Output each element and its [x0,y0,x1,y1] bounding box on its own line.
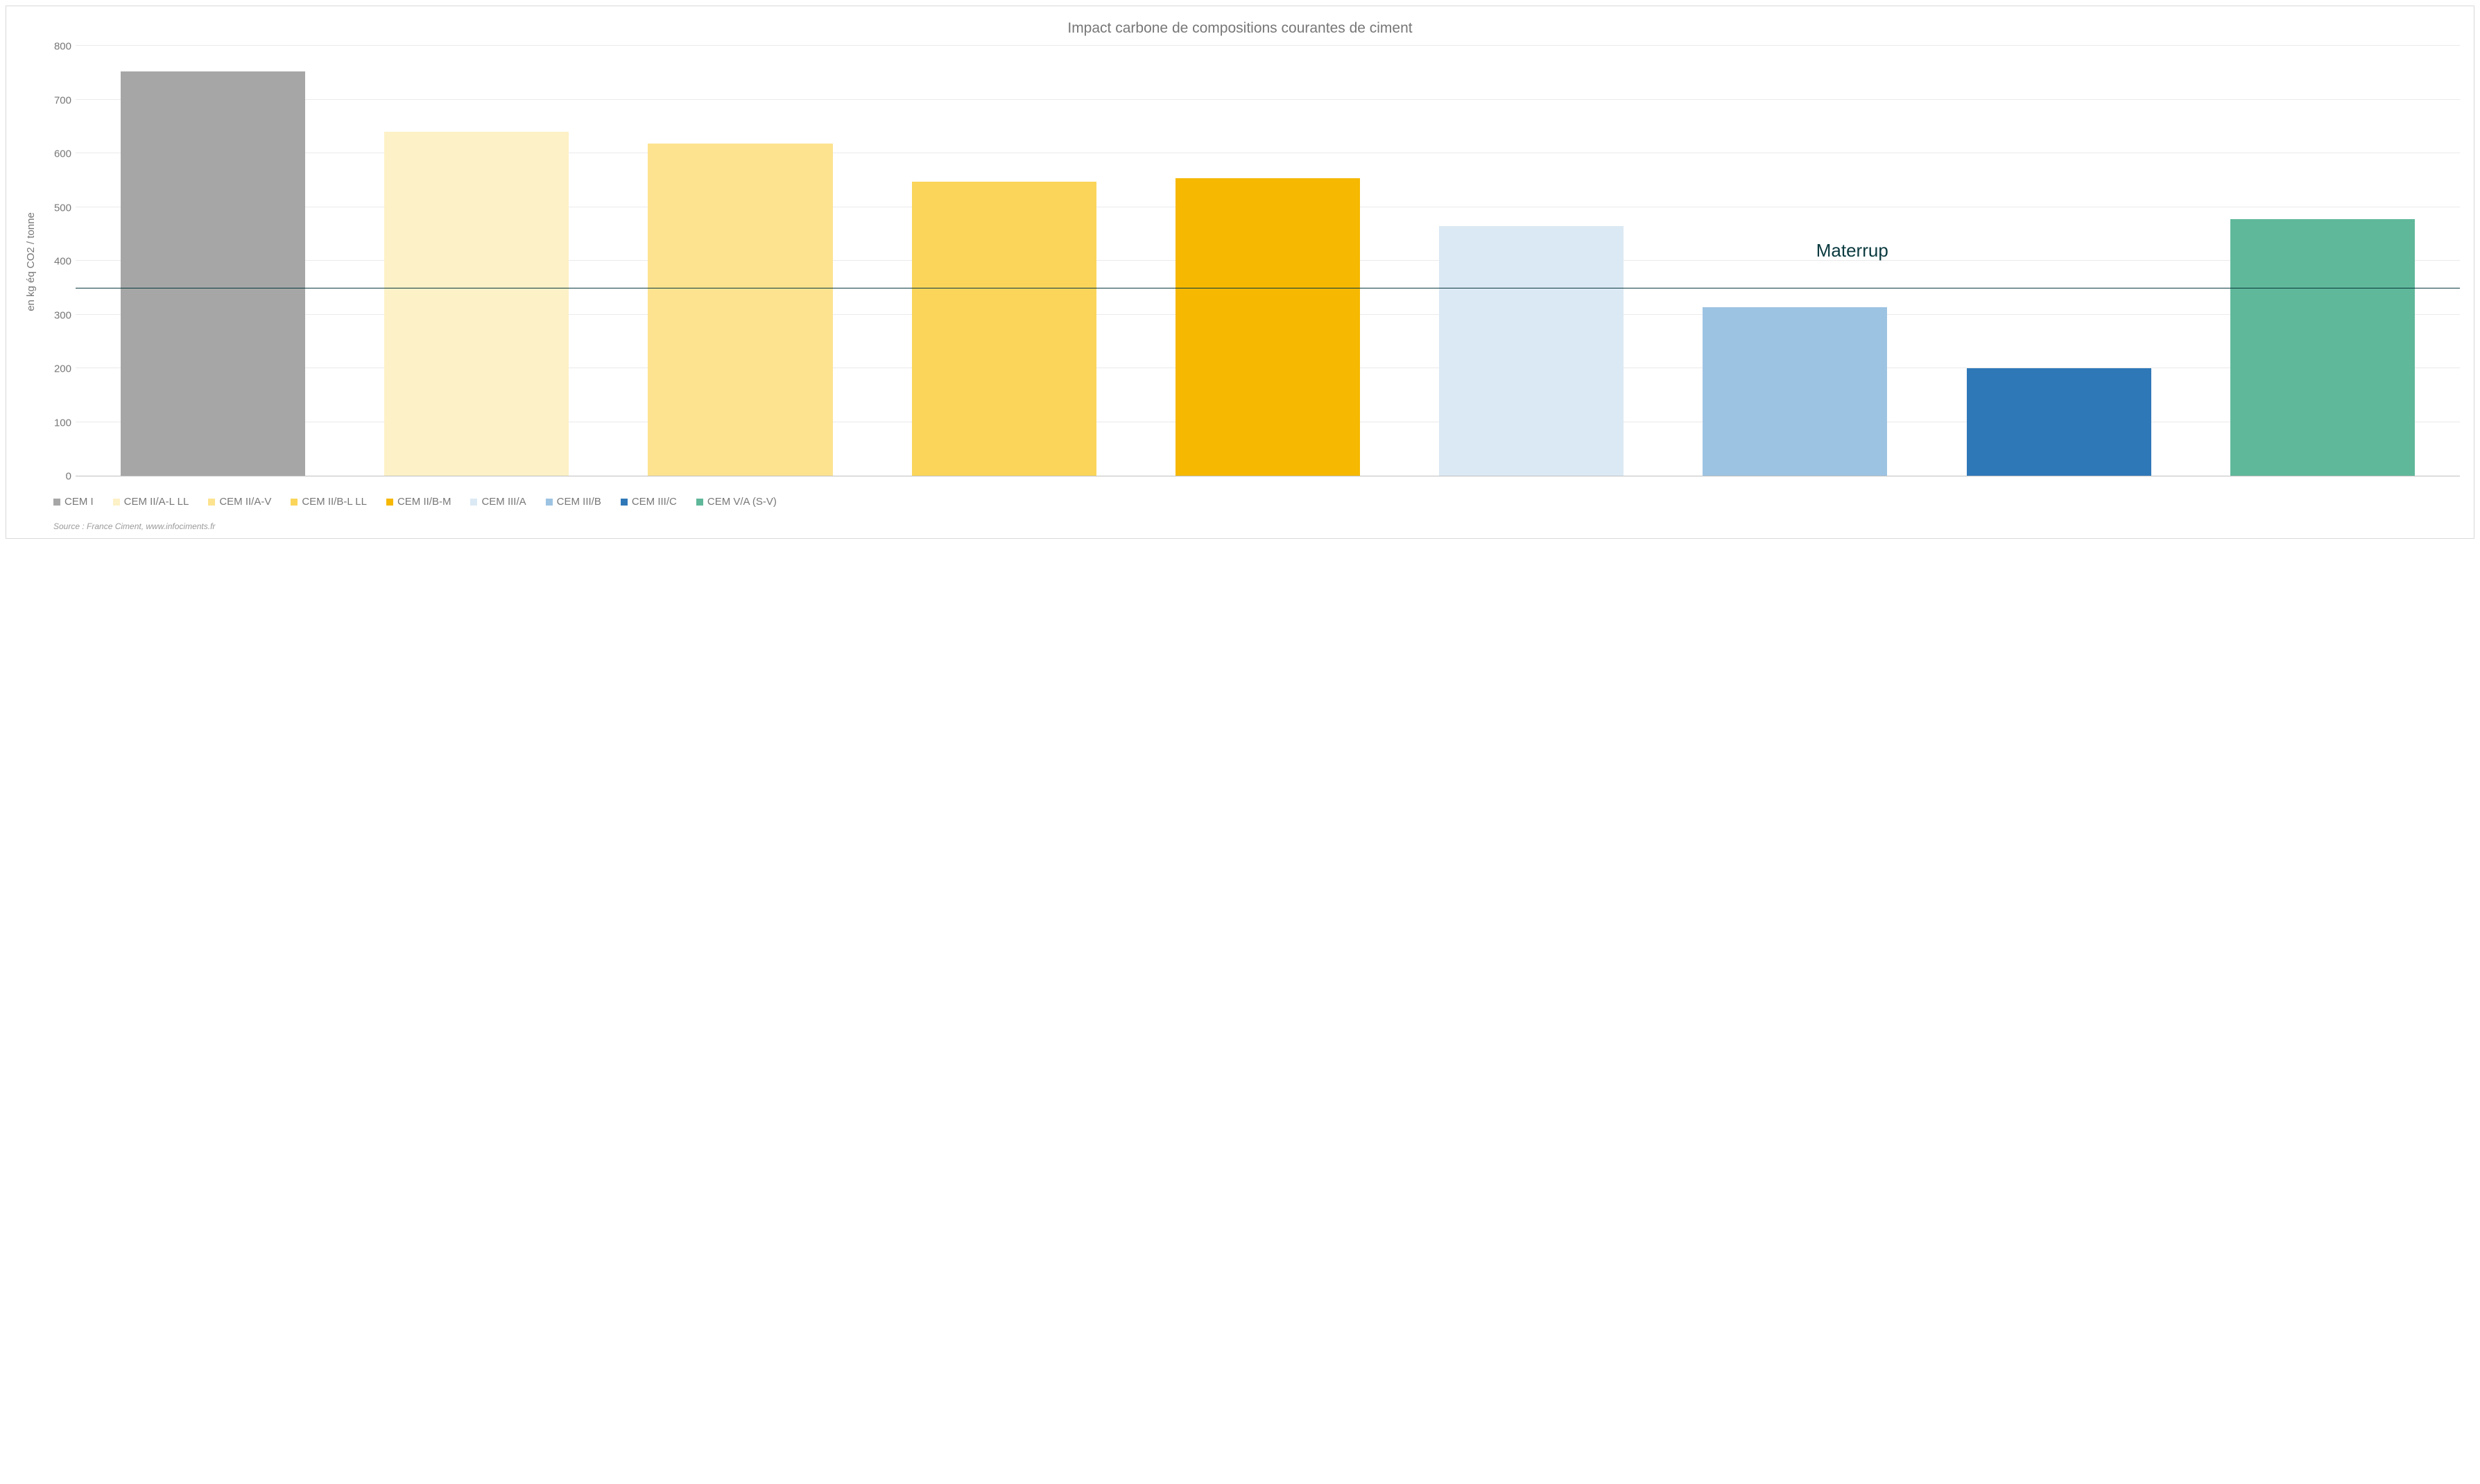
legend-label: CEM III/C [632,496,677,508]
legend-item: CEM II/A-V [208,496,271,508]
bar [1176,178,1360,476]
y-axis-tick: 800 [54,41,71,53]
y-axis-tick: 500 [54,202,71,214]
bar [1439,226,1624,476]
legend-label: CEM II/B-L LL [302,496,367,508]
plot-row: en kg éq CO2 / tonne 0100200300400500600… [20,46,2460,476]
y-axis-tick: 200 [54,363,71,375]
y-axis-tick: 300 [54,309,71,321]
legend-item: CEM I [53,496,94,508]
bar [121,71,305,476]
legend-label: CEM II/B-M [397,496,451,508]
legend-item: CEM III/B [546,496,601,508]
y-axis-tick: 600 [54,148,71,160]
legend-item: CEM III/A [470,496,526,508]
legend-swatch [53,499,60,506]
y-axis-tick: 100 [54,417,71,429]
bar-slot [345,46,608,476]
bar-slot [1927,46,2191,476]
legend-swatch [386,499,393,506]
bar-slot [1136,46,1400,476]
chart-title: Impact carbone de compositions courantes… [20,20,2460,37]
bar [648,144,832,476]
legend-item: CEM II/A-L LL [113,496,189,508]
reference-line-label: Materrup [1816,240,1888,264]
legend-item: CEM V/A (S-V) [696,496,777,508]
legend: CEM I CEM II/A-L LL CEM II/A-V CEM II/B-L L… [20,496,2460,508]
y-axis-tick: 0 [66,471,71,483]
legend-item: CEM III/C [621,496,677,508]
legend-swatch [696,499,703,506]
legend-label: CEM I [64,496,94,508]
y-axis-tick: 700 [54,94,71,106]
bar-slot [1400,46,1663,476]
chart-source-note: Source : France Ciment, www.infociments.… [20,521,2460,531]
bar-slot [872,46,1136,476]
legend-swatch [470,499,477,506]
bar-slot [608,46,872,476]
legend-label: CEM III/B [557,496,601,508]
legend-swatch [621,499,628,506]
bars-layer [76,46,2460,476]
legend-swatch [291,499,298,506]
y-axis-label-column: en kg éq CO2 / tonne [20,46,41,476]
bar-slot [2191,46,2454,476]
y-axis-ticks: 0100200300400500600700800 [41,46,76,476]
legend-swatch [113,499,120,506]
y-axis-tick: 400 [54,256,71,268]
legend-label: CEM III/A [481,496,526,508]
legend-item: CEM II/B-M [386,496,451,508]
bar-slot [81,46,345,476]
plot-area: Materrup [76,46,2460,476]
legend-label: CEM II/A-L LL [124,496,189,508]
chart-container: Impact carbone de compositions courantes… [6,6,2474,539]
bar [1703,307,1887,476]
legend-swatch [546,499,553,506]
bar [912,182,1096,476]
bar [1967,368,2151,476]
legend-item: CEM II/B-L LL [291,496,367,508]
legend-label: CEM II/A-V [219,496,271,508]
legend-swatch [208,499,215,506]
bar [2230,219,2415,476]
bar [384,132,569,476]
legend-label: CEM V/A (S-V) [707,496,777,508]
gridline [76,45,2460,46]
y-axis-label: en kg éq CO2 / tonne [25,212,37,311]
